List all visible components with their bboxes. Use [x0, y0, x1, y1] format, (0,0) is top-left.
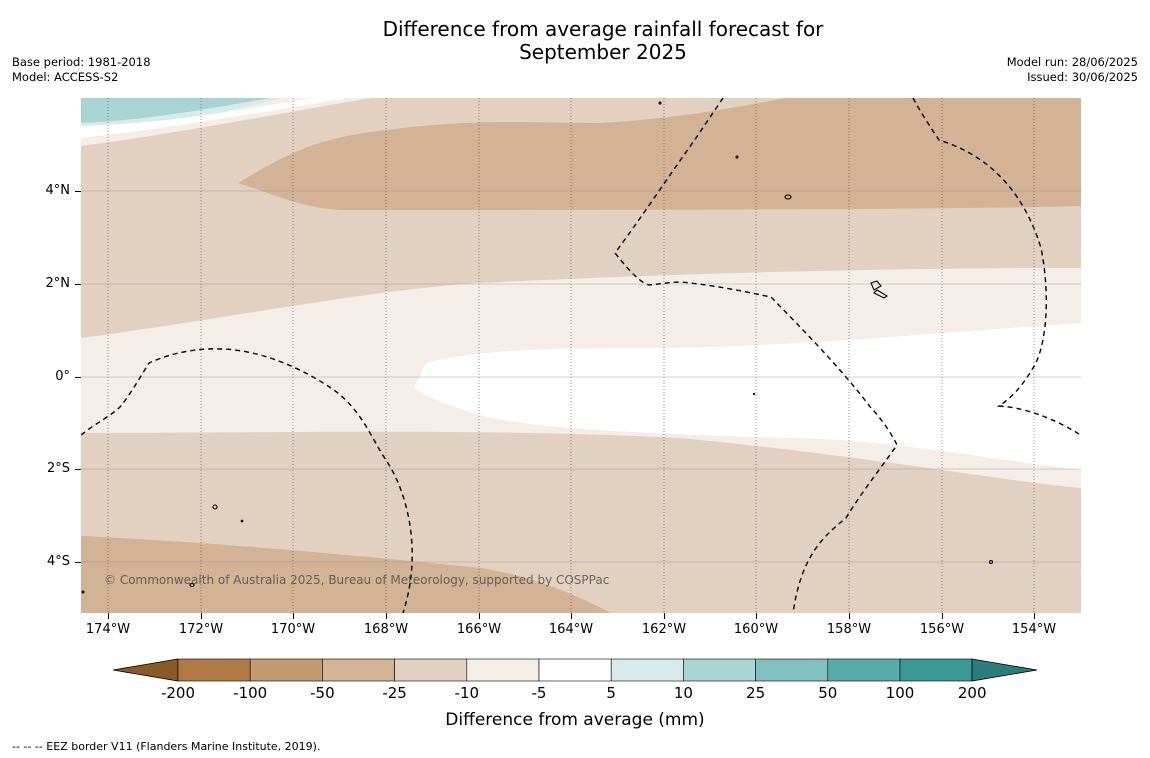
model-name: Model: ACCESS-S2	[12, 70, 119, 84]
colorbar-swatch	[683, 658, 756, 682]
base-period: Base period: 1981-2018	[12, 55, 151, 69]
x-tick	[108, 613, 109, 619]
x-label-156w: 156°W	[919, 622, 965, 637]
colorbar-swatch	[177, 658, 251, 682]
anomaly-region-minus25-to-50-north	[238, 98, 1081, 210]
colorbar-swatch	[899, 658, 973, 682]
y-tick	[75, 562, 81, 563]
legend-label: 100	[885, 684, 915, 702]
colorbar-swatch	[394, 658, 468, 682]
anomaly-region-minus25-to-50-north-edge	[786, 98, 1081, 108]
anomaly-region-near-zero-top	[81, 98, 346, 138]
x-label-164w: 164°W	[548, 622, 594, 637]
colorbar-boxes	[177, 658, 973, 682]
y-tick	[75, 191, 81, 192]
x-label-162w: 162°W	[641, 622, 687, 637]
x-label-174w: 174°W	[85, 622, 131, 637]
latitude-gridlines	[81, 190, 1081, 563]
colorbar-low-extension	[113, 658, 179, 682]
colorbar-swatch	[610, 658, 684, 682]
y-label-2n: 2°N	[45, 276, 71, 291]
legend-label: 50	[818, 684, 838, 702]
x-tick	[756, 613, 757, 619]
y-label-4n: 4°N	[45, 183, 71, 198]
x-tick	[1034, 613, 1035, 619]
x-label-172w: 172°W	[178, 622, 224, 637]
meta-right: Model run: 28/06/2025 Issued: 30/06/2025	[1007, 55, 1138, 85]
title-line-1: Difference from average rainfall forecas…	[382, 17, 824, 41]
x-tick	[942, 613, 943, 619]
x-tick	[571, 613, 572, 619]
legend-label: 25	[746, 684, 766, 702]
x-tick	[479, 613, 480, 619]
x-label-158w: 158°W	[826, 622, 872, 637]
x-label-154w: 154°W	[1011, 622, 1057, 637]
x-tick	[664, 613, 665, 619]
y-label-0: 0°	[55, 369, 70, 384]
colorbar-high-extension	[971, 658, 1038, 682]
x-tick	[201, 613, 202, 619]
anomaly-region-near-zero-equator	[414, 323, 1081, 470]
issued-date: Issued: 30/06/2025	[1027, 70, 1138, 84]
x-tick	[849, 613, 850, 619]
y-label-4s: 4°S	[46, 554, 70, 569]
anomaly-region-minus5-to-10-top	[81, 98, 371, 146]
colorbar-swatch	[827, 658, 901, 682]
x-tick	[386, 613, 387, 619]
colorbar-swatch	[322, 658, 395, 682]
legend-label: -100	[233, 684, 268, 702]
meta-left: Base period: 1981-2018 Model: ACCESS-S2	[12, 55, 151, 85]
islands	[81, 101, 994, 594]
legend-colorbar	[113, 658, 1038, 682]
legend-title: Difference from average (mm)	[445, 710, 705, 730]
colorbar-swatch	[755, 658, 829, 682]
copyright-notice: © Commonwealth of Australia 2025, Bureau…	[104, 573, 610, 587]
legend-label: -25	[382, 684, 407, 702]
colorbar-swatch	[249, 658, 323, 682]
colorbar-swatch	[538, 658, 612, 682]
x-tick	[293, 613, 294, 619]
model-run: Model run: 28/06/2025	[1006, 55, 1138, 69]
legend-label: 10	[673, 684, 693, 702]
legend-label: 200	[957, 684, 987, 702]
y-tick	[75, 377, 81, 378]
rainfall-map	[81, 98, 1081, 613]
anomaly-region-plus10-to-25-core	[81, 98, 271, 123]
map-title: Difference from average rainfall forecas…	[0, 18, 1150, 64]
legend-label: -10	[454, 684, 480, 702]
longitude-gridlines	[107, 98, 1035, 613]
eez-footnote: -- -- -- EEZ border V11 (Flanders Marine…	[12, 740, 321, 753]
x-label-160w: 160°W	[733, 622, 779, 637]
anomaly-region-minus25-to-50-south	[81, 536, 611, 613]
legend-label: 5	[606, 684, 616, 702]
y-tick	[75, 469, 81, 470]
colorbar-swatch	[466, 658, 540, 682]
x-label-168w: 168°W	[363, 622, 409, 637]
y-tick	[75, 284, 81, 285]
legend-label: -5	[531, 684, 547, 702]
x-label-170w: 170°W	[270, 622, 316, 637]
y-label-2s: 2°S	[46, 461, 70, 476]
legend-label: -200	[160, 684, 196, 702]
eez-borders	[81, 98, 1080, 613]
title-line-2: September 2025	[519, 40, 687, 64]
legend-label: -50	[310, 684, 335, 702]
x-label-166w: 166°W	[456, 622, 502, 637]
map-svg	[81, 98, 1081, 613]
